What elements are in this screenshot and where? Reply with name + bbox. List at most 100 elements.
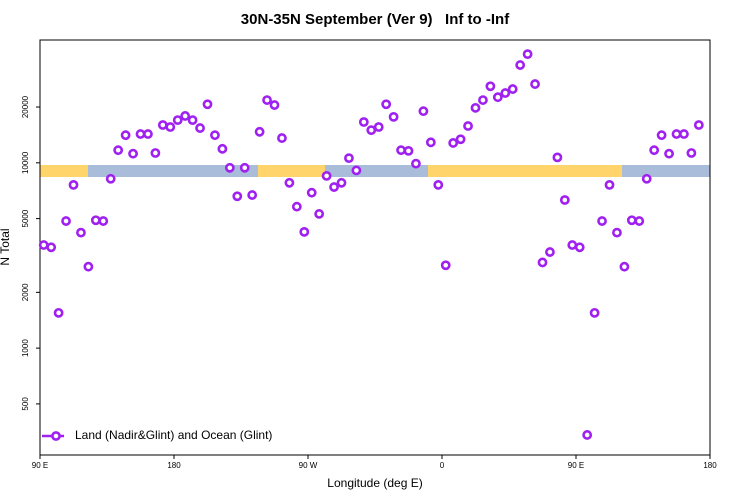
legend-label: Land (Nadir&Glint) and Ocean (Glint) <box>75 428 272 442</box>
data-point <box>530 79 540 89</box>
data-point <box>582 430 593 440</box>
data-point <box>180 111 191 121</box>
data-point <box>83 261 94 272</box>
x-axis-label: Longitude (deg E) <box>327 476 422 490</box>
data-point <box>269 100 280 110</box>
data-point <box>336 177 347 188</box>
x-tick-label: 180 <box>703 461 717 470</box>
data-point <box>306 187 317 198</box>
data-point <box>686 148 697 158</box>
data-point <box>143 129 153 139</box>
data-point <box>470 102 481 113</box>
data-point <box>113 145 124 156</box>
data-point <box>507 84 518 94</box>
data-point <box>619 261 630 272</box>
data-point <box>61 216 71 226</box>
data-point <box>626 215 637 226</box>
data-point <box>120 130 131 141</box>
data-point <box>217 143 228 154</box>
data-point <box>649 145 660 156</box>
data-point <box>351 165 362 176</box>
data-point <box>448 138 459 148</box>
data-point <box>344 153 354 164</box>
data-point <box>150 148 161 158</box>
data-point <box>425 137 436 148</box>
data-point <box>418 106 429 117</box>
data-point <box>135 129 146 139</box>
data-point <box>358 117 369 127</box>
ocean-band <box>622 165 710 177</box>
data-point <box>612 227 622 238</box>
plot-frame <box>39 39 711 456</box>
data-point <box>232 191 243 202</box>
data-point <box>224 162 235 173</box>
data-point <box>567 240 578 250</box>
data-point <box>463 121 473 131</box>
data-point <box>299 226 310 237</box>
data-point <box>433 180 444 190</box>
data-point <box>679 129 689 139</box>
y-tick-label: 5000 <box>21 209 30 227</box>
y-tick-label: 500 <box>21 397 30 411</box>
land-band <box>40 165 88 177</box>
data-point <box>537 257 548 268</box>
data-point <box>254 126 265 137</box>
data-point <box>656 130 667 141</box>
data-point <box>68 180 79 190</box>
data-point <box>128 148 138 159</box>
data-point <box>396 145 406 156</box>
data-point <box>202 99 213 110</box>
data-point <box>641 173 652 184</box>
data-point <box>98 216 109 226</box>
y-tick-label: 10000 <box>21 151 30 174</box>
data-point <box>545 247 555 257</box>
land-mask <box>40 165 710 177</box>
y-tick-label: 1000 <box>21 339 30 357</box>
data-point <box>634 216 645 226</box>
data-point <box>373 122 384 132</box>
data-point <box>671 129 682 139</box>
data-point <box>262 95 272 105</box>
data-point <box>500 88 511 98</box>
data-point <box>455 134 466 145</box>
data-point <box>381 99 392 110</box>
data-point <box>172 115 183 126</box>
data-point <box>552 152 563 163</box>
data-point <box>492 92 503 103</box>
x-tick-label: 0 <box>440 461 445 470</box>
x-tick-label: 90 E <box>568 461 584 470</box>
land-band <box>428 165 622 177</box>
data-point <box>589 307 600 318</box>
data-point <box>165 122 176 132</box>
data-point <box>53 307 64 318</box>
ocean-band <box>88 165 258 177</box>
data-point <box>522 49 533 60</box>
data-point <box>105 173 116 184</box>
data-point <box>187 115 198 126</box>
data-point <box>284 177 295 188</box>
data-point <box>195 123 205 133</box>
data-point <box>597 216 607 226</box>
y-tick-label: 2000 <box>21 283 30 301</box>
data-point <box>515 60 526 70</box>
data-point <box>210 130 220 141</box>
data-point <box>604 180 615 190</box>
data-point <box>157 120 168 130</box>
ocean-band <box>325 165 428 177</box>
data-point <box>46 242 57 253</box>
data-point <box>388 111 399 122</box>
chart-title: 30N-35N September (Ver 9) Inf to -Inf <box>241 11 510 28</box>
data-point <box>277 133 287 143</box>
legend-symbol <box>51 431 61 441</box>
data-point <box>559 195 570 205</box>
y-tick-label: 20000 <box>21 95 30 118</box>
data-point <box>247 190 258 200</box>
data-point <box>239 162 250 173</box>
data-point <box>38 240 49 250</box>
data-point <box>693 120 704 130</box>
data-point <box>329 182 339 192</box>
data-point <box>440 260 451 271</box>
data-point <box>76 227 86 238</box>
data-point <box>478 95 488 105</box>
